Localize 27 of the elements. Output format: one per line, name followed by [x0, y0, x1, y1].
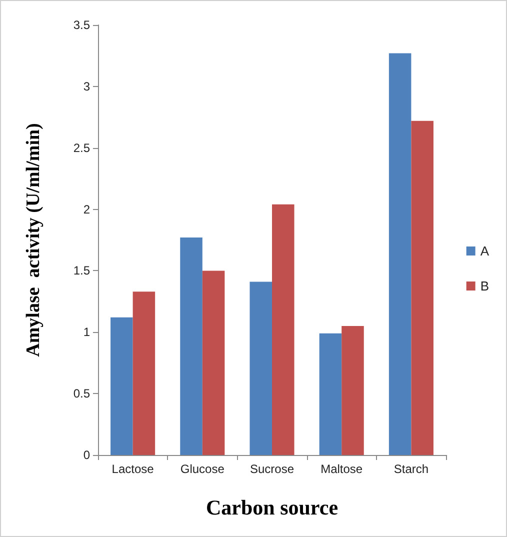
legend-label: B [480, 278, 489, 294]
bar [319, 333, 342, 455]
bar [250, 282, 272, 455]
x-tick-label: Lactose [112, 462, 154, 476]
y-tick-label: 1 [83, 325, 90, 340]
x-tick-label: Starch [394, 462, 429, 476]
y-tick-label: 0 [83, 448, 90, 462]
y-tick-label: 2 [83, 202, 90, 216]
y-axis-title: Amylase activity (U/ml/min) [23, 123, 44, 357]
bar [202, 270, 225, 455]
bar [411, 120, 434, 455]
bar [342, 326, 364, 455]
bar [132, 292, 156, 455]
y-tick-label: 2.5 [73, 140, 90, 155]
y-tick-label: 0.5 [73, 386, 90, 401]
bar [272, 204, 294, 455]
x-tick-label: Sucrose [250, 462, 294, 476]
x-axis-title: Carbon source [206, 496, 338, 520]
x-tick-label: Maltose [320, 462, 363, 476]
x-tick-label: Glucose [180, 462, 225, 476]
y-tick-label: 3 [83, 79, 90, 94]
legend-label: A [480, 244, 490, 258]
y-tick-label: 3.5 [73, 18, 90, 32]
bar [110, 317, 133, 455]
y-tick-label: 1.5 [73, 264, 90, 278]
bar [180, 238, 202, 455]
bar [388, 53, 412, 455]
